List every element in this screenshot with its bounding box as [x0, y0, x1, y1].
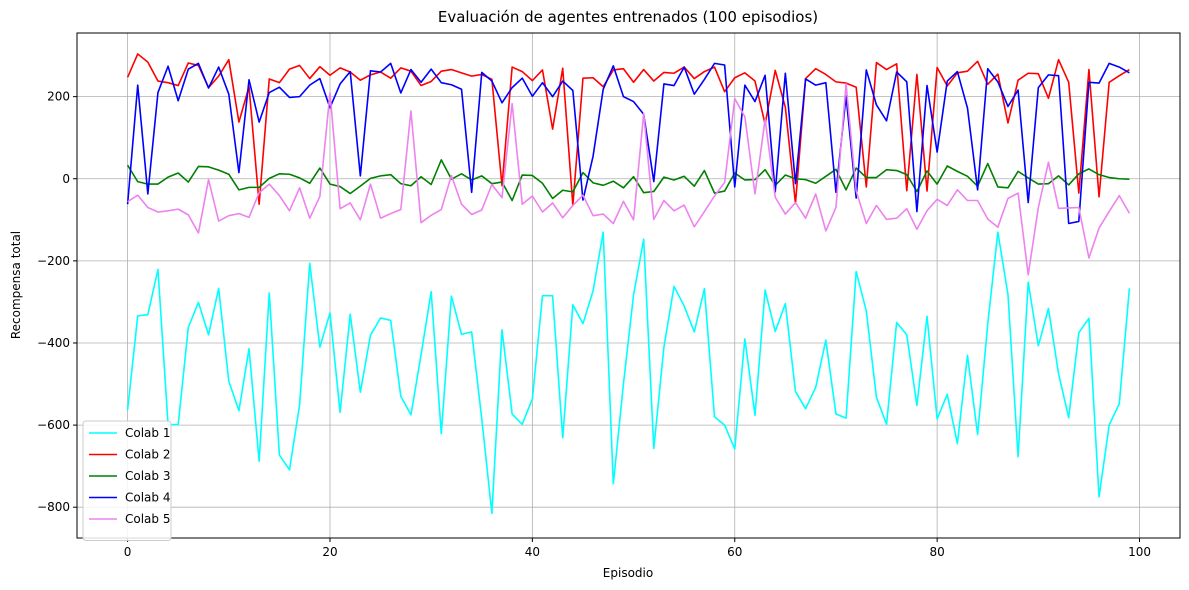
plot-area-frame — [76, 32, 1181, 539]
y-tick-label: −800 — [37, 500, 70, 514]
legend-label: Colab 2 — [125, 448, 170, 462]
chart-title: Evaluación de agentes entrenados (100 ep… — [438, 8, 818, 26]
legend-label: Colab 5 — [125, 512, 170, 526]
y-tick-label: −400 — [37, 336, 70, 350]
y-tick-label: −600 — [37, 418, 70, 432]
legend-label: Colab 3 — [125, 469, 170, 483]
x-tick-label: 0 — [124, 545, 132, 559]
series-line-4 — [126, 62, 1130, 225]
series-line-2 — [126, 53, 1130, 207]
axis-ticks: 0 20 40 60 80 100 −800 −600 −400 −200 0 200 — [37, 90, 1151, 559]
y-tick-label: −200 — [37, 254, 70, 268]
x-tick-label: 60 — [727, 545, 742, 559]
series-line-5 — [127, 83, 1131, 276]
y-axis-label: Recompensa total — [9, 231, 23, 339]
legend-box — [82, 420, 172, 541]
legend: Colab 1 Colab 2 Colab 3 Colab 4 Colab 5 — [82, 420, 172, 541]
x-tick-label: 100 — [1128, 545, 1151, 559]
series-line-1 — [126, 231, 1131, 515]
series-line-3 — [126, 159, 1130, 202]
legend-label: Colab 4 — [125, 491, 170, 505]
x-axis-label: Episodio — [603, 566, 653, 580]
y-tick-label: 0 — [62, 172, 70, 186]
y-tick-label: 200 — [47, 90, 70, 104]
x-tick-label: 40 — [525, 545, 540, 559]
x-tick-label: 80 — [929, 545, 944, 559]
legend-label: Colab 1 — [125, 426, 170, 440]
x-tick-label: 20 — [322, 545, 337, 559]
series-group — [126, 53, 1131, 515]
